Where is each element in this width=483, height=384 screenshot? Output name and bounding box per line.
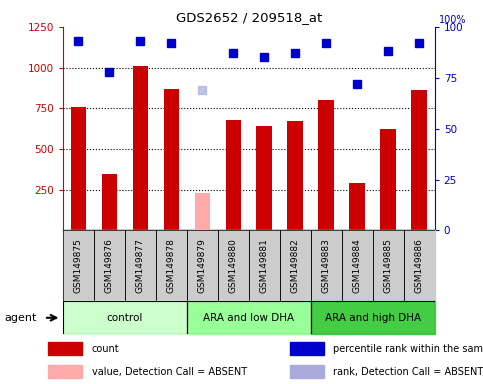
Text: 100%: 100% bbox=[439, 15, 467, 25]
Bar bbox=[350, 183, 365, 230]
Bar bbox=[63, 230, 94, 301]
Bar bbox=[412, 90, 427, 230]
Bar bbox=[381, 129, 396, 230]
Bar bbox=[164, 89, 179, 230]
Bar bbox=[373, 230, 404, 301]
Text: GSM149878: GSM149878 bbox=[167, 238, 176, 293]
Text: GSM149881: GSM149881 bbox=[260, 238, 269, 293]
Text: ARA and high DHA: ARA and high DHA bbox=[325, 313, 421, 323]
Bar bbox=[311, 230, 342, 301]
Text: GSM149885: GSM149885 bbox=[384, 238, 393, 293]
Bar bbox=[156, 230, 187, 301]
Bar bbox=[280, 230, 311, 301]
Bar bbox=[132, 66, 148, 230]
Text: value, Detection Call = ABSENT: value, Detection Call = ABSENT bbox=[92, 367, 247, 377]
Bar bbox=[256, 126, 272, 230]
Text: GSM149880: GSM149880 bbox=[229, 238, 238, 293]
Bar bbox=[187, 301, 311, 334]
Bar bbox=[311, 301, 435, 334]
Text: GSM149879: GSM149879 bbox=[198, 238, 207, 293]
Text: rank, Detection Call = ABSENT: rank, Detection Call = ABSENT bbox=[333, 367, 483, 377]
Text: GSM149877: GSM149877 bbox=[136, 238, 145, 293]
Bar bbox=[94, 230, 125, 301]
Text: GSM149883: GSM149883 bbox=[322, 238, 331, 293]
Title: GDS2652 / 209518_at: GDS2652 / 209518_at bbox=[176, 11, 322, 24]
Bar bbox=[48, 342, 82, 354]
Bar bbox=[195, 193, 210, 230]
Text: percentile rank within the sample: percentile rank within the sample bbox=[333, 344, 483, 354]
Text: GSM149886: GSM149886 bbox=[415, 238, 424, 293]
Bar bbox=[63, 301, 187, 334]
Bar bbox=[290, 365, 324, 377]
Bar bbox=[318, 100, 334, 230]
Text: GSM149876: GSM149876 bbox=[105, 238, 114, 293]
Bar bbox=[290, 342, 324, 354]
Bar bbox=[404, 230, 435, 301]
Bar bbox=[48, 365, 82, 377]
Bar bbox=[125, 230, 156, 301]
Bar bbox=[187, 230, 218, 301]
Text: ARA and low DHA: ARA and low DHA bbox=[203, 313, 294, 323]
Bar bbox=[287, 121, 303, 230]
Bar bbox=[342, 230, 373, 301]
Text: GSM149884: GSM149884 bbox=[353, 238, 362, 293]
Bar bbox=[101, 174, 117, 230]
Text: count: count bbox=[92, 344, 119, 354]
Text: GSM149882: GSM149882 bbox=[291, 238, 300, 293]
Bar bbox=[218, 230, 249, 301]
Text: GSM149875: GSM149875 bbox=[74, 238, 83, 293]
Text: control: control bbox=[107, 313, 143, 323]
Text: agent: agent bbox=[5, 313, 37, 323]
Bar bbox=[249, 230, 280, 301]
Bar bbox=[71, 107, 86, 230]
Bar bbox=[226, 121, 241, 230]
